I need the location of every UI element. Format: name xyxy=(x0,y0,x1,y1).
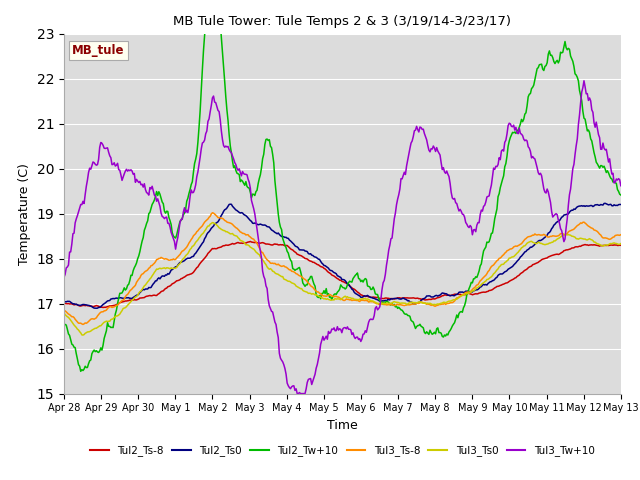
Text: MB_tule: MB_tule xyxy=(72,44,125,58)
Title: MB Tule Tower: Tule Temps 2 & 3 (3/19/14-3/23/17): MB Tule Tower: Tule Temps 2 & 3 (3/19/14… xyxy=(173,15,511,28)
X-axis label: Time: Time xyxy=(327,419,358,432)
Y-axis label: Temperature (C): Temperature (C) xyxy=(18,163,31,264)
Legend: Tul2_Ts-8, Tul2_Ts0, Tul2_Tw+10, Tul3_Ts-8, Tul3_Ts0, Tul3_Tw+10: Tul2_Ts-8, Tul2_Ts0, Tul2_Tw+10, Tul3_Ts… xyxy=(86,441,598,460)
